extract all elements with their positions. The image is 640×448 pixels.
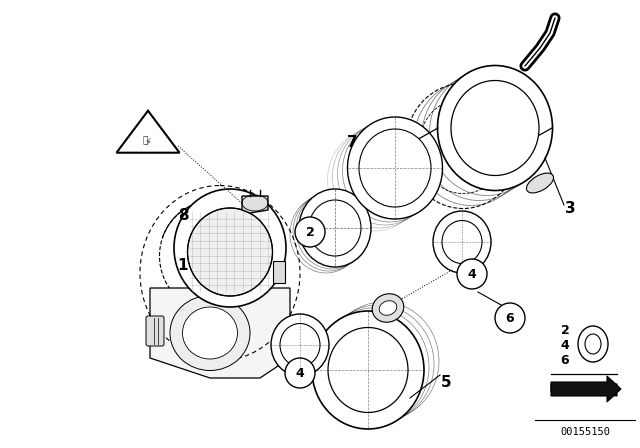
Circle shape xyxy=(495,303,525,333)
Text: 4: 4 xyxy=(468,267,476,280)
Polygon shape xyxy=(242,196,268,213)
Ellipse shape xyxy=(188,208,273,296)
Polygon shape xyxy=(116,111,179,153)
Ellipse shape xyxy=(159,201,264,311)
Ellipse shape xyxy=(442,220,482,263)
Ellipse shape xyxy=(182,307,237,359)
Ellipse shape xyxy=(348,117,442,219)
Ellipse shape xyxy=(372,294,404,322)
Text: 6: 6 xyxy=(561,353,570,366)
Text: ⓢ: ⓢ xyxy=(142,137,148,146)
FancyBboxPatch shape xyxy=(273,261,285,283)
Text: 8: 8 xyxy=(178,207,188,223)
Text: 5: 5 xyxy=(441,375,451,389)
Circle shape xyxy=(295,217,325,247)
Text: 3: 3 xyxy=(564,201,575,215)
Text: 6: 6 xyxy=(506,311,515,324)
Ellipse shape xyxy=(328,327,408,413)
Ellipse shape xyxy=(359,129,431,207)
Text: 7: 7 xyxy=(347,134,357,150)
Ellipse shape xyxy=(380,301,397,315)
Ellipse shape xyxy=(174,189,286,307)
Circle shape xyxy=(457,259,487,289)
Text: 2: 2 xyxy=(306,225,314,238)
Ellipse shape xyxy=(309,200,361,256)
Text: 00155150: 00155150 xyxy=(560,427,610,437)
Ellipse shape xyxy=(578,326,608,362)
Ellipse shape xyxy=(585,334,601,354)
Ellipse shape xyxy=(312,311,424,429)
Ellipse shape xyxy=(451,81,539,176)
Ellipse shape xyxy=(271,314,329,376)
Ellipse shape xyxy=(280,323,320,366)
Circle shape xyxy=(285,358,315,388)
Ellipse shape xyxy=(299,189,371,267)
Ellipse shape xyxy=(527,173,554,193)
Polygon shape xyxy=(551,384,617,396)
Text: 4: 4 xyxy=(561,339,570,352)
Ellipse shape xyxy=(433,211,491,273)
Text: 1: 1 xyxy=(178,258,188,272)
Ellipse shape xyxy=(170,296,250,370)
Polygon shape xyxy=(551,376,621,402)
Text: ⚡: ⚡ xyxy=(145,137,152,147)
Ellipse shape xyxy=(438,65,552,190)
Text: 4: 4 xyxy=(296,366,305,379)
Polygon shape xyxy=(150,288,290,378)
FancyBboxPatch shape xyxy=(146,316,164,346)
Text: 2: 2 xyxy=(561,323,570,336)
